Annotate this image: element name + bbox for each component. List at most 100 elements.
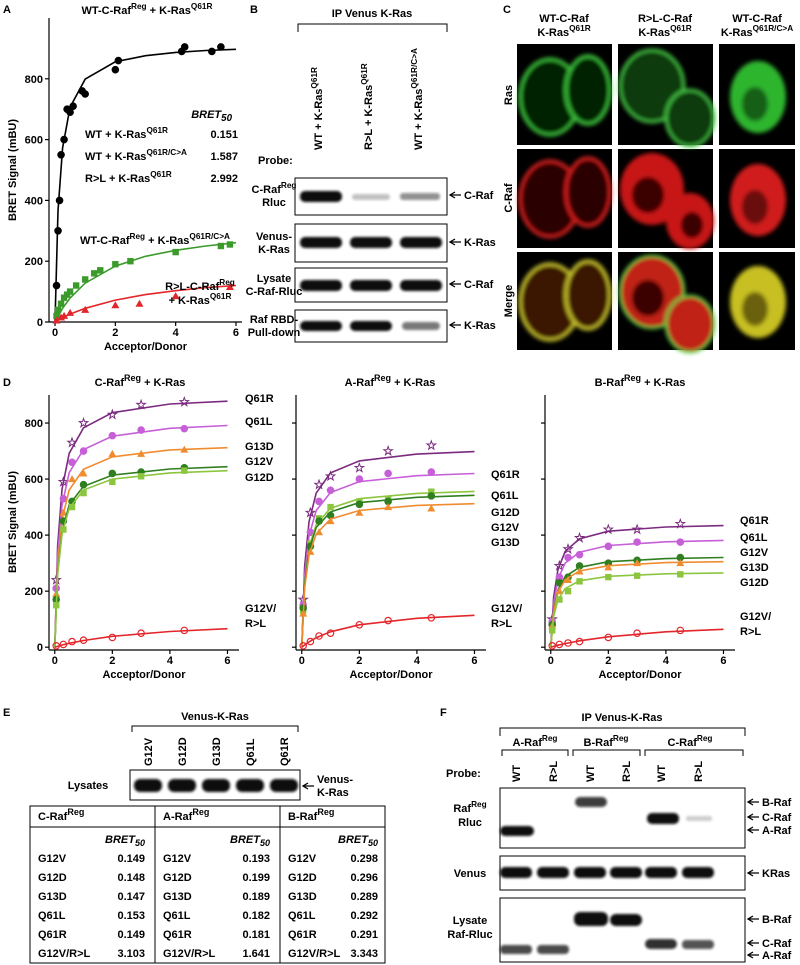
blot-e xyxy=(29,725,386,964)
row-label: Rluc xyxy=(458,817,482,829)
band xyxy=(682,940,714,949)
table-cell: G12V/R>L xyxy=(38,948,91,960)
text-part: R>L-C-Raf xyxy=(165,281,219,293)
data-point xyxy=(135,299,144,307)
band-label: A-Raf xyxy=(762,950,792,962)
fit-curve xyxy=(301,502,475,648)
micrographs xyxy=(517,44,795,354)
data-point xyxy=(208,47,216,56)
data-point xyxy=(81,90,89,98)
data-point xyxy=(306,547,315,555)
cell xyxy=(664,294,716,354)
data-point xyxy=(604,542,613,551)
data-point xyxy=(604,563,613,571)
data-point xyxy=(425,439,438,451)
data-point xyxy=(382,444,394,456)
probe-label: Probe: xyxy=(258,155,293,167)
data-point xyxy=(564,587,572,595)
text-part: Venus- xyxy=(256,231,292,243)
data-point xyxy=(217,242,225,250)
cells xyxy=(618,48,716,354)
text-part: WT-C-Raf xyxy=(80,235,130,247)
table-cell: Q61L xyxy=(38,910,66,922)
y-tick-label: 200 xyxy=(25,256,43,268)
data-point xyxy=(91,270,98,277)
data-point xyxy=(315,632,323,640)
data-point xyxy=(137,449,146,457)
series-label: R>L xyxy=(245,618,266,630)
arrow xyxy=(448,238,461,246)
band xyxy=(500,867,532,878)
nucleus xyxy=(632,177,664,213)
band xyxy=(400,237,442,248)
blot-header: Venus-K-Ras xyxy=(181,711,249,723)
nucleus xyxy=(742,190,768,224)
superscript: Q61R xyxy=(210,292,232,301)
text-part: R>L + K-Ras xyxy=(363,85,375,150)
data-point xyxy=(68,503,76,511)
table-cell: 0.292 xyxy=(350,910,378,922)
data-point xyxy=(355,500,364,509)
blot-frame xyxy=(294,177,448,216)
cells xyxy=(518,54,612,342)
column-label: WT-C-Raf xyxy=(539,13,589,25)
bret50-label: WT + K-RasQ61R/C>A xyxy=(85,148,187,163)
bracket xyxy=(501,749,569,756)
band xyxy=(610,867,642,878)
text-part: C-Raf-Rluc xyxy=(246,286,303,298)
data-point xyxy=(180,445,189,453)
band xyxy=(400,193,440,200)
cells xyxy=(730,61,786,338)
band xyxy=(610,914,642,926)
nucleus xyxy=(742,292,768,326)
data-point xyxy=(326,486,335,495)
nucleus xyxy=(681,212,703,238)
bret50-value: 0.151 xyxy=(210,129,238,141)
data-point xyxy=(69,102,77,110)
data-point xyxy=(315,517,323,525)
data-point xyxy=(127,258,134,265)
group-label: B-RafReg xyxy=(584,734,629,749)
table-cell: Q61R xyxy=(288,929,317,941)
data-point xyxy=(137,473,145,480)
band-label: C-Raf xyxy=(762,812,792,824)
table-header: A-RafReg xyxy=(163,807,209,823)
data-point xyxy=(137,426,145,434)
row-label: Raf RBD- xyxy=(250,314,299,326)
blot-b xyxy=(294,23,448,343)
series-label: G12D xyxy=(245,472,274,484)
text-part: R>L + K-Ras xyxy=(85,173,150,185)
chart-title: A-RafReg + K-Ras xyxy=(345,373,436,389)
panel-letter: E xyxy=(3,707,10,719)
table-subheader: BRET50 xyxy=(105,834,145,848)
series-label: G12D xyxy=(740,577,769,589)
text-part: Rluc xyxy=(262,197,286,209)
band-label: C-Raf xyxy=(464,190,494,202)
x-tick-label: 4 xyxy=(663,655,670,667)
band-label: C-Raf xyxy=(762,938,792,950)
data-point xyxy=(111,65,120,74)
text-part: A-Raf xyxy=(513,737,543,749)
band-label: Venus- xyxy=(317,774,353,786)
text-part: R>L xyxy=(740,626,761,638)
data-point xyxy=(315,528,324,536)
y-tick-label: 800 xyxy=(25,418,43,430)
band xyxy=(500,826,534,836)
x-tick-label: 2 xyxy=(356,655,362,667)
data-point xyxy=(326,517,335,525)
arrow xyxy=(746,869,759,877)
data-point xyxy=(52,316,61,324)
series-label: G13D xyxy=(740,562,769,574)
superscript: Reg xyxy=(317,807,334,817)
text-part: C-Raf xyxy=(95,377,125,389)
data-point xyxy=(137,629,145,637)
arrow xyxy=(448,280,461,288)
data-point xyxy=(299,609,308,617)
series-label: G13D xyxy=(491,537,520,549)
band xyxy=(350,237,392,248)
band xyxy=(300,280,342,291)
series-label: G12V/ xyxy=(491,603,522,615)
data-point xyxy=(677,571,684,578)
data-point xyxy=(326,629,335,637)
table-cell: 3.103 xyxy=(117,948,145,960)
